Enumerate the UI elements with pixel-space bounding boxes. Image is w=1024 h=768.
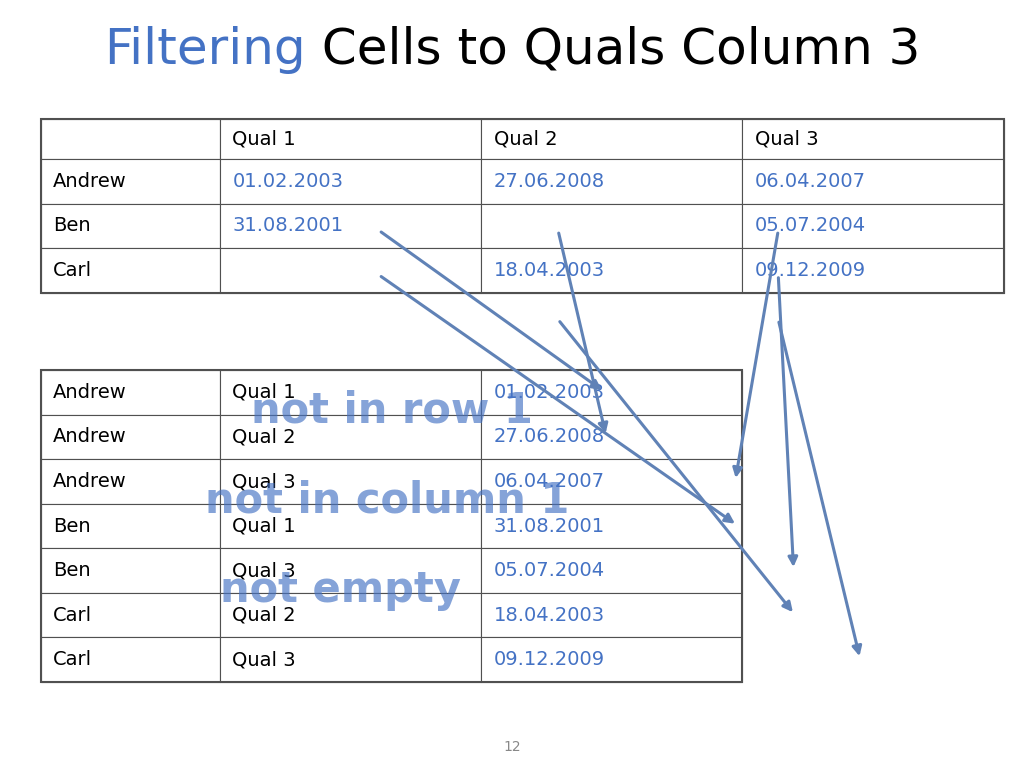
- Bar: [41, 415, 220, 459]
- Bar: [481, 370, 742, 415]
- Bar: [41, 119, 1004, 293]
- Text: Ben: Ben: [53, 517, 91, 535]
- Bar: [220, 504, 481, 548]
- Bar: [41, 370, 742, 682]
- Bar: [481, 548, 742, 593]
- Text: 05.07.2004: 05.07.2004: [494, 561, 605, 580]
- Text: not in row 1: not in row 1: [251, 390, 532, 432]
- Bar: [742, 248, 1004, 293]
- Bar: [220, 119, 481, 159]
- Bar: [41, 504, 220, 548]
- Text: Qual 3: Qual 3: [232, 650, 296, 669]
- Bar: [742, 204, 1004, 248]
- Bar: [41, 248, 220, 293]
- Bar: [481, 204, 742, 248]
- Bar: [41, 637, 220, 682]
- Text: Andrew: Andrew: [53, 172, 127, 190]
- Bar: [41, 459, 220, 504]
- Text: 09.12.2009: 09.12.2009: [755, 261, 866, 280]
- Text: 27.06.2008: 27.06.2008: [494, 428, 605, 446]
- Text: Ben: Ben: [53, 561, 91, 580]
- Text: 05.07.2004: 05.07.2004: [755, 217, 866, 235]
- Text: 31.08.2001: 31.08.2001: [494, 517, 605, 535]
- Bar: [41, 119, 220, 159]
- Text: 18.04.2003: 18.04.2003: [494, 261, 605, 280]
- Bar: [481, 159, 742, 204]
- Text: Carl: Carl: [53, 261, 92, 280]
- Text: 31.08.2001: 31.08.2001: [232, 217, 344, 235]
- Bar: [481, 459, 742, 504]
- Text: Andrew: Andrew: [53, 472, 127, 491]
- Text: 06.04.2007: 06.04.2007: [755, 172, 865, 190]
- Bar: [41, 548, 220, 593]
- Text: Cells to Quals Column 3: Cells to Quals Column 3: [305, 26, 920, 74]
- Text: not in column 1: not in column 1: [205, 480, 569, 521]
- Text: Qual 3: Qual 3: [755, 130, 818, 148]
- Text: Qual 2: Qual 2: [232, 428, 296, 446]
- Bar: [742, 159, 1004, 204]
- Text: Ben: Ben: [53, 217, 91, 235]
- Bar: [41, 370, 220, 415]
- Text: 18.04.2003: 18.04.2003: [494, 606, 605, 624]
- Bar: [220, 548, 481, 593]
- Text: 12: 12: [503, 740, 521, 754]
- Text: Filtering: Filtering: [104, 26, 305, 74]
- Bar: [220, 593, 481, 637]
- Bar: [742, 119, 1004, 159]
- Text: Qual 2: Qual 2: [494, 130, 557, 148]
- Text: 09.12.2009: 09.12.2009: [494, 650, 605, 669]
- Bar: [481, 119, 742, 159]
- Bar: [220, 248, 481, 293]
- Text: Qual 1: Qual 1: [232, 383, 296, 402]
- Bar: [481, 415, 742, 459]
- Bar: [220, 370, 481, 415]
- Text: Carl: Carl: [53, 650, 92, 669]
- Bar: [481, 637, 742, 682]
- Bar: [220, 637, 481, 682]
- Text: 27.06.2008: 27.06.2008: [494, 172, 605, 190]
- Bar: [220, 459, 481, 504]
- Text: Qual 1: Qual 1: [232, 130, 296, 148]
- Text: Andrew: Andrew: [53, 428, 127, 446]
- Text: 01.02.2003: 01.02.2003: [232, 172, 343, 190]
- Text: Qual 3: Qual 3: [232, 561, 296, 580]
- Bar: [481, 248, 742, 293]
- Text: 01.02.2003: 01.02.2003: [494, 383, 604, 402]
- Text: Carl: Carl: [53, 606, 92, 624]
- Text: not empty: not empty: [220, 569, 461, 611]
- Bar: [220, 415, 481, 459]
- Bar: [481, 504, 742, 548]
- Bar: [41, 593, 220, 637]
- Bar: [220, 204, 481, 248]
- Text: Qual 3: Qual 3: [232, 472, 296, 491]
- Text: 06.04.2007: 06.04.2007: [494, 472, 604, 491]
- Bar: [220, 159, 481, 204]
- Bar: [481, 593, 742, 637]
- Bar: [41, 159, 220, 204]
- Text: Andrew: Andrew: [53, 383, 127, 402]
- Bar: [41, 204, 220, 248]
- Text: Qual 1: Qual 1: [232, 517, 296, 535]
- Text: Qual 2: Qual 2: [232, 606, 296, 624]
